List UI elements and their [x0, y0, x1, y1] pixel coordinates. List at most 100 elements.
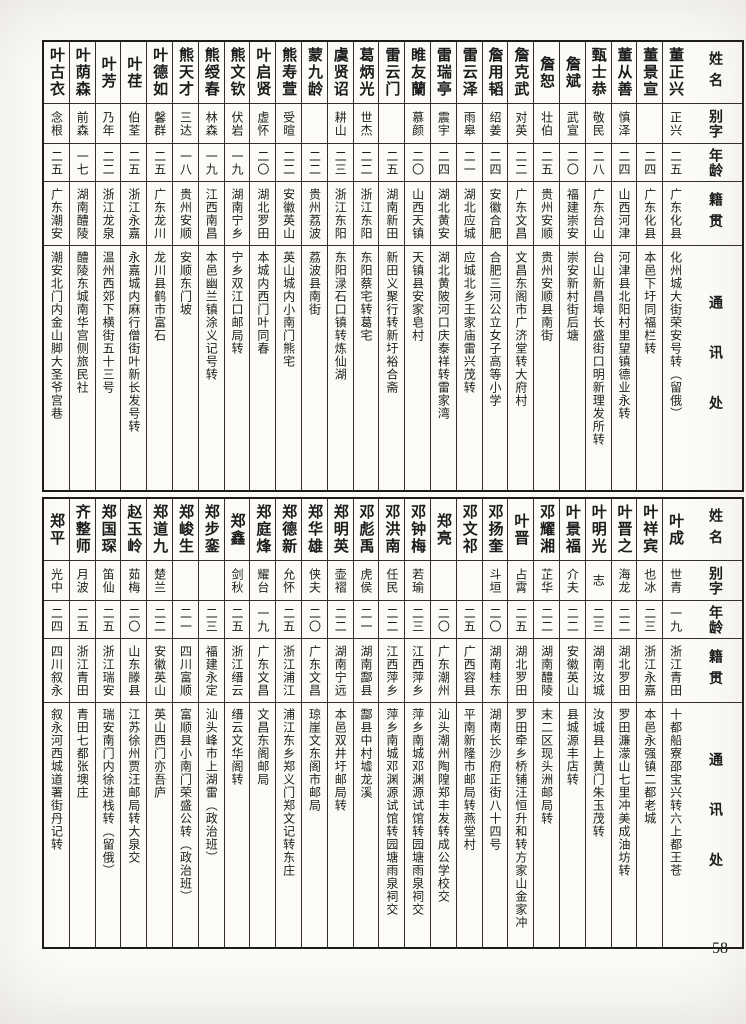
entry-column: 叶景福 介夫 二二 安徽英山 县城源丰店转 — [559, 499, 585, 947]
entry-zi: 雨皋 — [462, 110, 477, 137]
entry-age-cell: 二二 — [302, 144, 327, 182]
entry-native-cell: 广东潮州 — [431, 639, 456, 703]
entry-native: 四川叙永 — [49, 644, 64, 697]
entry-name-cell: 叶荏 — [121, 42, 147, 104]
entry-name: 赵玉岭 — [125, 504, 144, 555]
entry-address: 缙云文华阁转 — [230, 708, 245, 786]
entry-name-cell: 郑华雄 — [302, 499, 327, 561]
entry-zi: 介夫 — [565, 567, 580, 594]
entry-name: 叶荫森 — [73, 47, 92, 98]
entry-zi: 三达 — [178, 110, 193, 137]
entry-address-cell: 江苏徐州贾汪邮局转大泉交 — [121, 703, 146, 947]
entry-zi: 慕颜 — [410, 110, 425, 137]
entry-zi-cell — [173, 561, 198, 601]
entry-native-cell: 贵州安顺 — [173, 182, 198, 246]
entry-address: 瑞安南门内徐进栈转（留俄） — [101, 708, 116, 877]
entry-native-cell: 湖南酃县 — [353, 639, 379, 703]
entry-address-cell: 琼崖文东阁市邮局 — [302, 703, 327, 947]
entry-age-cell: 二五 — [508, 601, 534, 639]
entry-age: 二五 — [513, 606, 528, 633]
entry-native: 浙江东阳 — [333, 187, 348, 240]
entry-name: 叶启贤 — [254, 47, 273, 98]
entry-zi-cell: 任民 — [379, 561, 405, 601]
entry-address-cell: 荔波县南街 — [302, 246, 327, 490]
entry-name-cell: 郑明英 — [327, 499, 353, 561]
entry-native-cell: 浙江青田 — [663, 639, 688, 703]
entry-age: 二二 — [539, 606, 554, 633]
entry-zi: 馨群 — [152, 110, 167, 137]
entry-zi-cell — [456, 561, 482, 601]
entry-age: 一七 — [75, 149, 90, 176]
entry-name-cell: 邓洪南 — [379, 499, 405, 561]
entry-address-cell: 安顺东门坡 — [173, 246, 198, 490]
entry-age-cell: 二三 — [405, 601, 431, 639]
entry-column: 虞贤诏 耕山 二三 浙江东阳 东阳渌石口镇转炼仙湖 — [326, 42, 353, 490]
entry-zi-cell: 光中 — [44, 561, 69, 601]
entry-address-cell: 河津县北阳村里望镇德业永转 — [612, 246, 637, 490]
entry-name-cell: 郑步銮 — [198, 499, 224, 561]
entry-address: 萍乡南城邓渊源试馆转园塘雨泉祠交 — [410, 708, 425, 916]
entry-zi-cell: 世杰 — [353, 104, 379, 144]
entry-age-cell: 二二 — [95, 144, 121, 182]
entry-native-cell: 广东龙川 — [147, 182, 173, 246]
entry-name: 叶成 — [667, 512, 686, 547]
entry-age-cell: 二五 — [276, 601, 302, 639]
entry-age: 二四 — [488, 149, 503, 176]
entry-age: 二五 — [230, 606, 245, 633]
entry-native-cell: 湖南桂东 — [482, 639, 508, 703]
entry-age: 二二 — [384, 606, 399, 633]
entry-address: 琼崖文东阁市邮局 — [307, 708, 322, 812]
entry-address-cell: 天镇县安家皂村 — [405, 246, 430, 490]
top-register-table: 姓名 别字 年龄 籍贯 通讯处 董正兴 正兴 二五 广东化县 化州城大街荣安号转… — [42, 40, 744, 492]
entry-column: 叶明光 志 二三 湖南汝城 汝城县上黄门朱玉茂转 — [584, 499, 611, 947]
entry-name-cell: 郑国琛 — [95, 499, 121, 561]
header-zi: 别字 — [688, 561, 742, 601]
entry-zi: 斗垣 — [488, 567, 503, 594]
entry-zi-cell: 对英 — [508, 104, 534, 144]
entry-native-cell: 湖南新田 — [379, 182, 405, 246]
entry-zi: 茹梅 — [126, 567, 141, 594]
entry-age-cell: 一九 — [198, 144, 224, 182]
entry-zi-cell: 芷华 — [534, 561, 560, 601]
entry-column: 詹克武 对英 二二 广东文昌 文昌东阁市广济堂转大府村 — [507, 42, 534, 490]
entry-address-cell: 东阳蔡宅转葛宅 — [354, 246, 379, 490]
entry-name: 詹恕 — [538, 55, 557, 90]
entry-age: 二三 — [642, 606, 657, 633]
entry-column: 詹斌 武宣 二〇 福建崇安 崇安新村街后塘 — [559, 42, 585, 490]
entry-column: 郑德新 允怀 二五 浙江浦江 浦江东乡郑义门郑文记转东庄 — [275, 499, 302, 947]
entry-age-cell: 二〇 — [431, 601, 456, 639]
entry-native: 广东化县 — [668, 187, 683, 240]
entry-zi-cell: 受暄 — [276, 104, 302, 144]
entry-column: 熊寿萱 受暄 二二 安徽英山 英山城内小南门熊宅 — [275, 42, 302, 490]
header-native-label: 籍贯 — [707, 191, 723, 236]
entry-age: 二三 — [410, 606, 425, 633]
entry-name: 董从善 — [615, 47, 634, 98]
entry-column: 齐整师 月波 二五 浙江青田 青田七都张墺庄 — [68, 499, 95, 947]
entry-age: 二三 — [333, 149, 348, 176]
entry-age-cell: 二〇 — [560, 144, 585, 182]
entry-zi: 志 — [591, 574, 606, 587]
entry-name-cell: 叶德如 — [147, 42, 173, 104]
entry-zi-cell: 剑秋 — [224, 561, 250, 601]
entry-age-cell: 二〇 — [250, 144, 276, 182]
entry-age: 二二 — [617, 606, 631, 633]
entry-column: 甄士恭 敬民 二八 广东台山 台山新昌埠长盛街口明新理发所转 — [584, 42, 611, 490]
entry-column: 郑明英 壶褶 二二 湖南宁远 本邑双井圩邮局转 — [326, 499, 353, 947]
entry-zi: 允怀 — [281, 567, 296, 594]
entry-name: 詹用韬 — [486, 47, 505, 98]
entry-name: 叶祥宾 — [641, 504, 660, 555]
entry-native: 江西萍乡 — [384, 644, 399, 697]
entry-native: 山东滕县 — [126, 644, 141, 697]
entry-column: 叶成 世青 一九 浙江青田 十都船寮邵宝兴转六上都王苍 — [662, 499, 688, 947]
entry-address-cell: 本城内西门叶同春 — [250, 246, 275, 490]
entry-native: 广东文昌 — [307, 644, 322, 697]
entry-name-cell: 郑道九 — [147, 499, 173, 561]
entry-address-cell: 本邑幽兰镇涂义记号转 — [199, 246, 224, 490]
entry-name: 蒙九龄 — [305, 47, 324, 98]
header-age: 年龄 — [688, 601, 742, 639]
entry-name: 邓钟梅 — [409, 504, 428, 555]
entry-address-cell: 富顺县小南门荣盛公转（政治班） — [173, 703, 198, 947]
entry-name-cell: 雷瑞亭 — [431, 42, 456, 104]
entry-age: 二四 — [436, 149, 451, 176]
entry-zi-cell: 绍姜 — [482, 104, 508, 144]
